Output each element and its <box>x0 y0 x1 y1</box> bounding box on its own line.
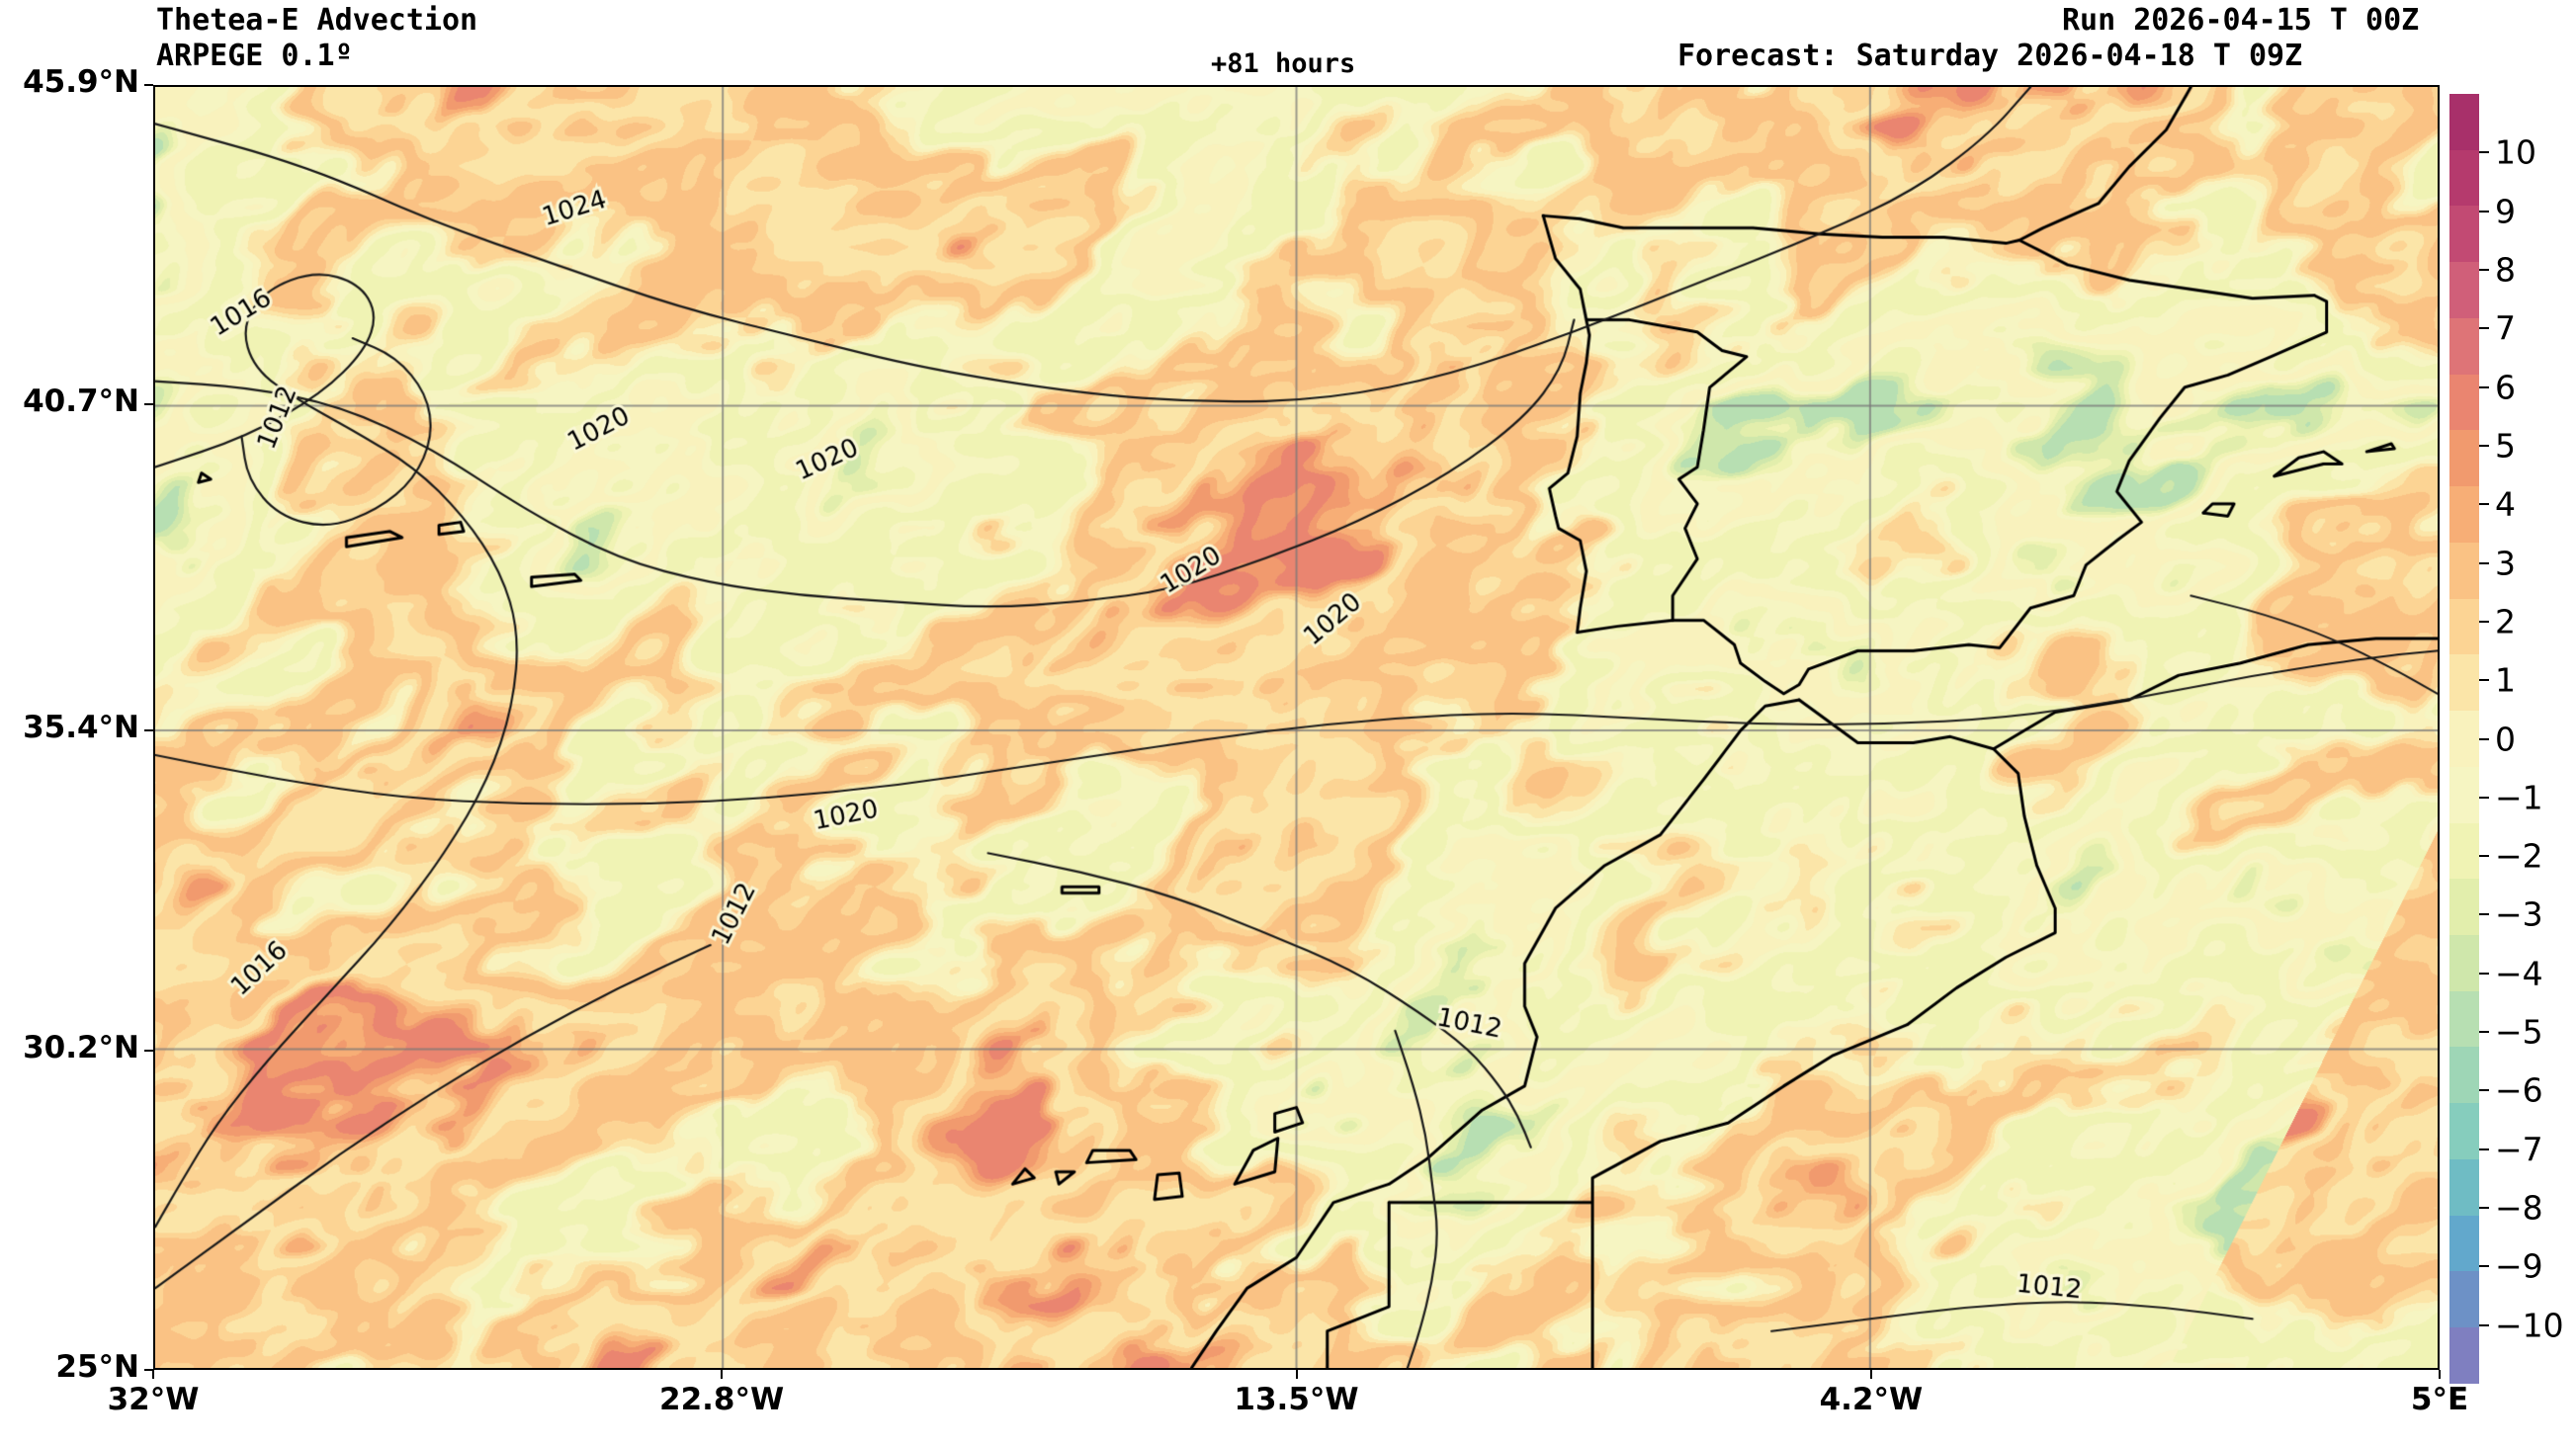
colorbar-tick-mark <box>2479 1148 2489 1150</box>
colorbar-tick-label: 5 <box>2495 426 2516 466</box>
lead-time-label: +81 hours <box>1211 48 1356 79</box>
y-tick-mark <box>144 1049 153 1052</box>
run-time-label: Run 2026-04-15 T 00Z <box>2062 3 2420 38</box>
colorbar-tick-label: 0 <box>2495 720 2516 758</box>
colorbar-tick-mark <box>2479 1265 2489 1268</box>
y-tick-mark <box>144 84 153 86</box>
colorbar-tick-mark <box>2479 327 2489 330</box>
colorbar-tick-mark <box>2479 913 2489 916</box>
colorbar-tick-label: −3 <box>2495 894 2543 934</box>
colorbar-band <box>2449 374 2479 431</box>
colorbar-tick-label: −5 <box>2495 1012 2543 1052</box>
colorbar-tick-mark <box>2479 620 2489 623</box>
colorbar-band <box>2449 206 2479 263</box>
colorbar-band <box>2449 935 2479 991</box>
colorbar-band <box>2449 711 2479 767</box>
colorbar-tick-label: 8 <box>2495 250 2516 290</box>
colorbar-tick-mark <box>2479 796 2489 799</box>
colorbar-tick-label: 4 <box>2495 484 2516 524</box>
colorbar-tick-mark <box>2479 444 2489 447</box>
y-tick-label: 30.2°N <box>23 1029 139 1065</box>
colorbar-tick-mark <box>2479 151 2489 154</box>
colorbar-band <box>2449 990 2479 1048</box>
colorbar-tick-label: 3 <box>2495 544 2516 583</box>
x-tick-label: 5°E <box>2410 1382 2469 1417</box>
colorbar-tick-label: −1 <box>2495 778 2543 817</box>
colorbar-tick-mark <box>2479 561 2489 564</box>
colorbar-band <box>2449 262 2479 318</box>
colorbar-tick-label: −8 <box>2495 1188 2543 1228</box>
chart-header: Thetea-E Advection ARPEGE 0.1º +81 hours… <box>0 0 2576 85</box>
colorbar-band <box>2449 766 2479 823</box>
x-tick-label: 4.2°W <box>1819 1382 1924 1417</box>
colorbar-tick-label: −6 <box>2495 1070 2543 1110</box>
colorbar-band <box>2449 879 2479 936</box>
colorbar-band <box>2449 1158 2479 1216</box>
x-tick-mark <box>152 1370 154 1379</box>
colorbar-tick-mark <box>2479 385 2489 388</box>
colorbar-tick-mark <box>2479 737 2489 740</box>
x-tick-label: 32°W <box>107 1382 200 1417</box>
colorbar-tick-label: 10 <box>2495 132 2536 172</box>
colorbar-tick-label: 2 <box>2495 602 2516 641</box>
colorbar-tick-mark <box>2479 268 2489 271</box>
colorbar-tick-label: −4 <box>2495 954 2543 993</box>
colorbar <box>2449 94 2479 1384</box>
colorbar-band <box>2449 1103 2479 1159</box>
x-tick-mark <box>1295 1370 1298 1379</box>
colorbar-tick-label: 9 <box>2495 192 2516 231</box>
map-plot-area[interactable] <box>153 85 2440 1370</box>
colorbar-tick-mark <box>2479 679 2489 682</box>
colorbar-tick-label: −9 <box>2495 1246 2543 1286</box>
colorbar-tick-mark <box>2479 1031 2489 1034</box>
y-tick-label: 25°N <box>55 1349 139 1385</box>
x-tick-label: 22.8°W <box>659 1382 785 1417</box>
y-tick-label: 35.4°N <box>23 710 139 746</box>
colorbar-band <box>2449 542 2479 599</box>
colorbar-band <box>2449 1215 2479 1272</box>
colorbar-tick-label: 6 <box>2495 368 2516 407</box>
colorbar-band <box>2449 486 2479 543</box>
x-tick-mark <box>1869 1370 1872 1379</box>
colorbar-band <box>2449 598 2479 655</box>
colorbar-tick-label: 7 <box>2495 308 2516 348</box>
colorbar-band <box>2449 149 2479 207</box>
colorbar-tick-mark <box>2479 1323 2489 1326</box>
colorbar-band <box>2449 1047 2479 1104</box>
colorbar-tick-label: 1 <box>2495 660 2516 700</box>
x-tick-mark <box>721 1370 724 1379</box>
advection-heatmap-canvas <box>155 87 2438 1368</box>
y-tick-mark <box>144 729 153 732</box>
y-tick-label: 40.7°N <box>23 383 139 420</box>
forecast-time-label: Forecast: Saturday 2026-04-18 T 09Z <box>1677 39 2303 73</box>
colorbar-tick-label: −2 <box>2495 836 2543 876</box>
x-tick-label: 13.5°W <box>1234 1382 1359 1417</box>
colorbar-band <box>2449 654 2479 712</box>
x-tick-mark <box>2439 1370 2441 1379</box>
y-tick-mark <box>144 1369 153 1371</box>
model-label: ARPEGE 0.1º <box>156 39 353 73</box>
colorbar-tick-mark <box>2479 503 2489 506</box>
colorbar-band <box>2449 94 2479 150</box>
colorbar-band <box>2449 317 2479 375</box>
colorbar-band <box>2449 1271 2479 1328</box>
colorbar-tick-label: −10 <box>2495 1306 2564 1345</box>
page-title: Thetea-E Advection <box>156 3 478 38</box>
y-tick-mark <box>144 403 153 406</box>
colorbar-tick-mark <box>2479 855 2489 858</box>
y-tick-label: 45.9°N <box>23 64 139 100</box>
colorbar-tick-mark <box>2479 210 2489 213</box>
colorbar-tick-label: −7 <box>2495 1130 2543 1169</box>
colorbar-tick-mark <box>2479 1207 2489 1210</box>
colorbar-tick-mark <box>2479 972 2489 975</box>
colorbar-band <box>2449 822 2479 880</box>
colorbar-band <box>2449 430 2479 487</box>
colorbar-tick-mark <box>2479 1089 2489 1092</box>
colorbar-band <box>2449 1327 2479 1384</box>
